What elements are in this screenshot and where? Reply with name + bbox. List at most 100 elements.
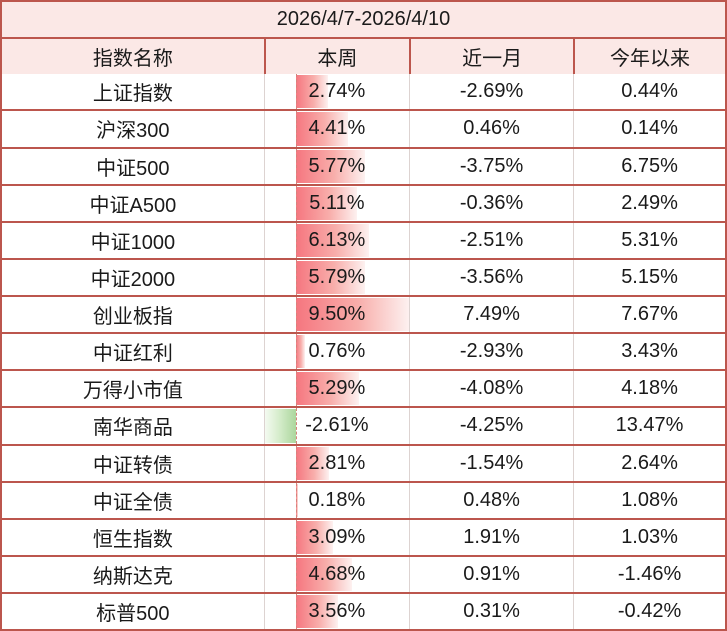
month-change-cell: 0.31% (409, 594, 573, 630)
index-name-label: 万得小市值 (82, 380, 183, 403)
week-change-value: 4.68% (308, 562, 366, 585)
week-databar (295, 446, 330, 480)
week-change-cell: 5.11% (263, 185, 409, 221)
zero-axis-line (295, 297, 297, 333)
month-change-value: -2.51% (459, 228, 524, 251)
index-name-cell: 上证指数 (2, 74, 264, 109)
ytd-change-cell: 1.08% (573, 482, 725, 518)
table-row: 标普500 3.56% 0.31% -0.42% (2, 592, 725, 630)
week-change-cell: 2.74% (263, 74, 409, 110)
ytd-change-cell: -0.42% (573, 594, 725, 630)
table-row: 恒生指数 3.09% 1.91% 1.03% (2, 517, 725, 555)
zero-axis-line (295, 594, 297, 630)
column-header-year-to-date: 今年以来 (573, 39, 725, 75)
zero-axis-line (295, 222, 297, 258)
index-name-label: 南华商品 (92, 417, 173, 440)
month-change-cell: -2.51% (409, 222, 573, 258)
month-change-value: -0.36% (459, 191, 524, 214)
ytd-change-value: -1.46% (617, 562, 682, 585)
week-databar (295, 557, 352, 591)
index-name-label: 上证指数 (92, 83, 173, 106)
ytd-change-value: 6.75% (621, 154, 678, 177)
zero-axis-line (295, 111, 297, 147)
week-change-value: 4.41% (308, 117, 366, 140)
ytd-change-cell: 0.14% (573, 111, 725, 147)
month-change-value: 7.49% (463, 303, 520, 326)
week-databar (295, 372, 359, 406)
week-databar (295, 75, 329, 109)
index-name-cell: 中证500 (2, 149, 264, 184)
week-change-cell: 5.79% (263, 259, 409, 295)
month-change-cell: 0.48% (409, 482, 573, 518)
week-change-value: 5.11% (309, 191, 365, 214)
month-change-cell: -3.75% (409, 148, 573, 184)
ytd-change-cell: 4.18% (573, 371, 725, 407)
week-databar (295, 483, 298, 517)
week-databar (295, 223, 369, 257)
week-databar (295, 186, 357, 220)
month-change-cell: -4.25% (409, 408, 573, 444)
ytd-change-cell: 0.44% (573, 74, 725, 110)
ytd-change-value: 5.31% (621, 228, 678, 251)
month-change-value: -3.56% (459, 265, 524, 288)
week-databar (295, 260, 365, 294)
month-change-cell: -0.36% (409, 185, 573, 221)
index-name-cell: 创业板指 (2, 297, 264, 332)
week-change-cell: 4.68% (263, 556, 409, 592)
zero-axis-line (295, 556, 297, 592)
month-change-cell: -3.56% (409, 259, 573, 295)
month-change-value: -1.54% (459, 451, 524, 474)
table-row: 中证转债 2.81% -1.54% 2.64% (2, 443, 725, 481)
week-databar (264, 409, 296, 443)
index-name-cell: 万得小市值 (2, 371, 264, 406)
index-name-cell: 中证2000 (2, 260, 264, 295)
index-name-cell: 中证转债 (2, 446, 264, 481)
zero-axis-line (295, 185, 297, 221)
ytd-change-cell: 3.43% (573, 334, 725, 370)
week-change-cell: 5.77% (263, 148, 409, 184)
week-change-cell: 3.09% (263, 519, 409, 555)
month-change-value: 0.46% (463, 117, 520, 140)
month-change-value: 0.91% (463, 562, 520, 585)
ytd-change-value: 1.03% (621, 525, 678, 548)
index-name-cell: 中证红利 (2, 334, 264, 369)
zero-axis-line (295, 334, 297, 370)
index-name-label: 创业板指 (92, 306, 173, 329)
index-name-cell: 标普500 (2, 594, 264, 629)
week-change-cell: 4.41% (263, 111, 409, 147)
index-name-label: 恒生指数 (92, 528, 173, 551)
ytd-change-value: 2.64% (621, 451, 678, 474)
index-name-label: 中证转债 (92, 454, 173, 477)
index-name-label: 中证红利 (92, 343, 173, 366)
column-header-this-week: 本周 (263, 39, 409, 75)
table-row: 纳斯达克 4.68% 0.91% -1.46% (2, 554, 725, 592)
week-change-cell: 6.13% (263, 222, 409, 258)
month-change-cell: -4.08% (409, 371, 573, 407)
week-change-value: 3.56% (308, 600, 366, 623)
ytd-change-cell: 6.75% (573, 148, 725, 184)
ytd-change-value: 13.47% (615, 414, 684, 437)
table-row: 中证红利 0.76% -2.93% 3.43% (2, 332, 725, 370)
week-change-value: 0.18% (308, 488, 366, 511)
week-change-value: 9.50% (308, 303, 366, 326)
ytd-change-cell: 2.64% (573, 445, 725, 481)
month-change-value: 0.31% (463, 600, 520, 623)
ytd-change-value: 0.14% (621, 117, 678, 140)
zero-axis-line (295, 74, 297, 110)
table-row: 中证1000 6.13% -2.51% 5.31% (2, 220, 725, 258)
week-change-cell: 0.76% (263, 334, 409, 370)
week-databar (295, 595, 339, 629)
ytd-change-cell: 13.47% (573, 408, 725, 444)
zero-axis-line (295, 371, 297, 407)
ytd-change-value: 4.18% (621, 377, 678, 400)
index-name-label: 中证2000 (90, 268, 176, 291)
ytd-change-value: 2.49% (621, 191, 678, 214)
month-change-cell: 0.46% (409, 111, 573, 147)
month-change-cell: -1.54% (409, 445, 573, 481)
zero-axis-line (295, 519, 297, 555)
index-name-cell: 纳斯达克 (2, 557, 264, 592)
zero-axis-line (295, 148, 297, 184)
ytd-change-value: 3.43% (621, 340, 678, 363)
